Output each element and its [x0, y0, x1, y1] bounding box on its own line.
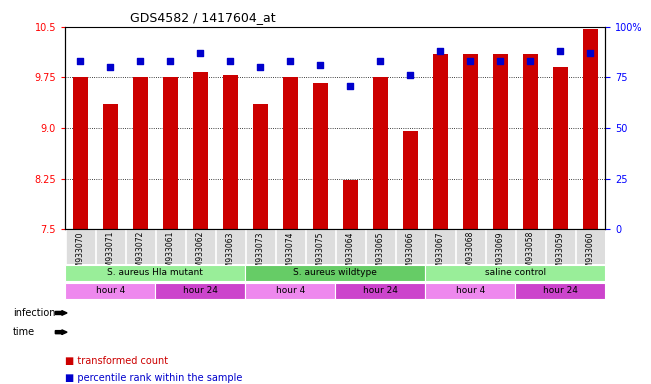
Text: ■ percentile rank within the sample: ■ percentile rank within the sample	[65, 373, 242, 383]
Bar	[583, 29, 598, 229]
Point	[105, 64, 115, 70]
Bar	[193, 72, 208, 229]
Text: GSM933072: GSM933072	[135, 231, 145, 277]
Text: GSM933060: GSM933060	[586, 231, 595, 278]
Bar	[253, 104, 268, 229]
Text: GSM933062: GSM933062	[196, 231, 204, 277]
Text: GDS4582 / 1417604_at: GDS4582 / 1417604_at	[130, 11, 275, 24]
Text: S. aureus wildtype: S. aureus wildtype	[294, 268, 377, 278]
Text: hour 4: hour 4	[275, 286, 305, 295]
FancyBboxPatch shape	[425, 265, 605, 281]
Text: GSM933069: GSM933069	[496, 231, 505, 278]
FancyBboxPatch shape	[245, 283, 335, 299]
Bar	[493, 54, 508, 229]
FancyBboxPatch shape	[306, 229, 335, 264]
FancyBboxPatch shape	[276, 229, 305, 264]
Point	[165, 58, 175, 65]
Bar	[133, 78, 148, 229]
Bar	[463, 54, 478, 229]
Text: S. aureus Hla mutant: S. aureus Hla mutant	[107, 268, 203, 278]
FancyBboxPatch shape	[186, 229, 215, 264]
Text: GSM933064: GSM933064	[346, 231, 355, 278]
Text: GSM933063: GSM933063	[226, 231, 235, 278]
Point	[495, 58, 506, 65]
Text: GSM933070: GSM933070	[76, 231, 85, 278]
Bar	[373, 78, 388, 229]
FancyBboxPatch shape	[516, 229, 545, 264]
Bar	[403, 131, 418, 229]
Text: ■ transformed count: ■ transformed count	[65, 356, 168, 366]
Text: GSM933059: GSM933059	[556, 231, 565, 278]
Text: hour 4: hour 4	[456, 286, 485, 295]
FancyBboxPatch shape	[456, 229, 485, 264]
FancyBboxPatch shape	[245, 265, 425, 281]
Bar	[312, 83, 327, 229]
FancyBboxPatch shape	[65, 265, 245, 281]
Text: GSM933073: GSM933073	[256, 231, 265, 278]
FancyBboxPatch shape	[336, 229, 365, 264]
FancyBboxPatch shape	[65, 283, 155, 299]
FancyBboxPatch shape	[66, 229, 94, 264]
FancyBboxPatch shape	[396, 229, 424, 264]
Text: hour 24: hour 24	[363, 286, 398, 295]
Text: saline control: saline control	[485, 268, 546, 278]
Text: GSM933067: GSM933067	[436, 231, 445, 278]
Point	[405, 73, 415, 79]
Text: GSM933066: GSM933066	[406, 231, 415, 278]
Text: hour 24: hour 24	[183, 286, 217, 295]
Point	[585, 50, 596, 56]
FancyBboxPatch shape	[156, 229, 185, 264]
Text: time: time	[13, 327, 35, 337]
Text: GSM933075: GSM933075	[316, 231, 325, 278]
Text: GSM933058: GSM933058	[526, 231, 535, 277]
FancyBboxPatch shape	[546, 229, 575, 264]
Bar	[343, 180, 358, 229]
Text: hour 24: hour 24	[543, 286, 578, 295]
Point	[315, 62, 326, 68]
Point	[75, 58, 85, 65]
Text: GSM933061: GSM933061	[165, 231, 174, 277]
FancyBboxPatch shape	[425, 283, 516, 299]
Point	[255, 64, 266, 70]
Point	[135, 58, 145, 65]
Point	[525, 58, 536, 65]
Bar	[163, 78, 178, 229]
Bar	[523, 54, 538, 229]
Bar	[103, 104, 118, 229]
Bar	[283, 78, 298, 229]
Bar	[223, 76, 238, 229]
Point	[195, 50, 206, 56]
FancyBboxPatch shape	[516, 283, 605, 299]
Point	[375, 58, 385, 65]
Text: GSM933074: GSM933074	[286, 231, 295, 278]
Text: hour 4: hour 4	[96, 286, 125, 295]
FancyBboxPatch shape	[486, 229, 515, 264]
Bar	[553, 67, 568, 229]
Point	[435, 48, 445, 54]
FancyBboxPatch shape	[96, 229, 124, 264]
FancyBboxPatch shape	[155, 283, 245, 299]
Point	[225, 58, 236, 65]
Point	[345, 83, 355, 89]
Text: GSM933065: GSM933065	[376, 231, 385, 278]
Bar	[73, 78, 88, 229]
FancyBboxPatch shape	[335, 283, 425, 299]
FancyBboxPatch shape	[426, 229, 455, 264]
Bar	[433, 54, 448, 229]
Text: GSM933068: GSM933068	[466, 231, 475, 277]
FancyBboxPatch shape	[576, 229, 605, 264]
Point	[285, 58, 296, 65]
Text: infection: infection	[13, 308, 55, 318]
Point	[465, 58, 475, 65]
FancyBboxPatch shape	[366, 229, 395, 264]
FancyBboxPatch shape	[215, 229, 245, 264]
FancyBboxPatch shape	[246, 229, 275, 264]
Point	[555, 48, 566, 54]
FancyBboxPatch shape	[126, 229, 154, 264]
Text: GSM933071: GSM933071	[105, 231, 115, 277]
